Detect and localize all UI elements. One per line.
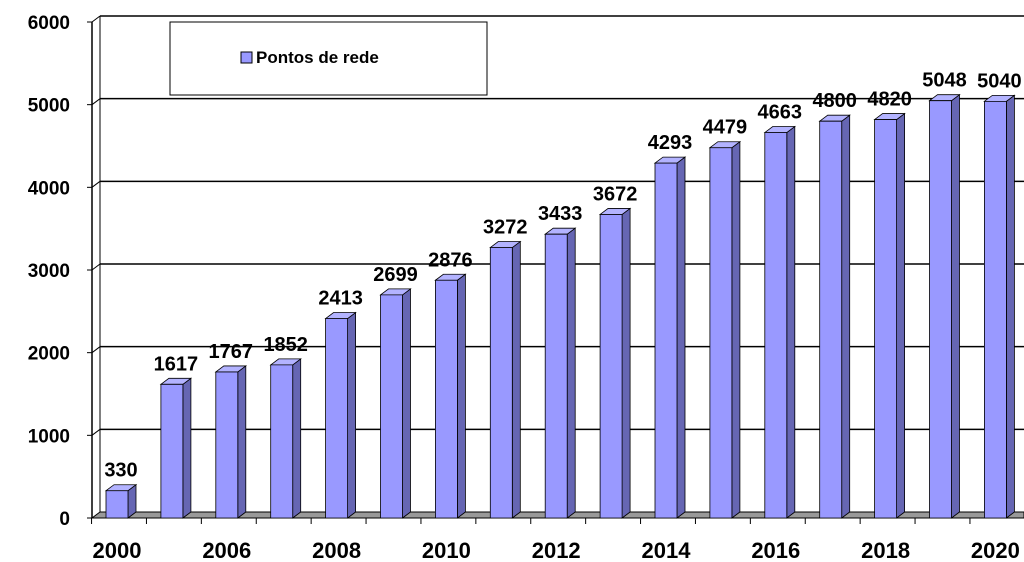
bar-face: [896, 112, 905, 519]
y-tick-label: 0: [59, 509, 70, 530]
bar-face: [676, 156, 686, 519]
bar-face: [160, 383, 184, 519]
data-label: 5040: [977, 70, 1022, 92]
x-tick-label: 2014: [642, 538, 692, 562]
x-tick-label: 2020: [971, 538, 1020, 562]
data-label: 1617: [154, 353, 199, 375]
bar: [763, 125, 796, 519]
bar-face: [292, 358, 302, 519]
data-label: 2699: [373, 264, 418, 286]
bar-face: [105, 490, 129, 519]
data-label: 3272: [483, 217, 528, 239]
grid-line: [91, 98, 101, 106]
bar: [653, 156, 687, 519]
bar-face: [237, 365, 247, 519]
grid-line: [91, 346, 101, 354]
legend-label: Pontos de rede: [256, 48, 379, 67]
data-label: 3433: [538, 203, 583, 225]
bar-face: [984, 100, 1007, 519]
bar: [269, 358, 302, 519]
bar: [544, 227, 577, 519]
bar: [379, 288, 412, 519]
bar: [928, 93, 961, 519]
bar-face: [764, 132, 788, 519]
bar-face: [434, 279, 458, 519]
data-label: 2413: [318, 288, 363, 310]
bar: [873, 112, 906, 519]
bar: [598, 207, 632, 519]
bar-face: [1006, 94, 1015, 519]
grid-line: [91, 428, 101, 436]
bar-face: [566, 227, 576, 519]
x-tick-label: 2018: [861, 538, 910, 562]
bar: [159, 377, 193, 519]
bar: [818, 114, 851, 519]
bar: [489, 240, 522, 519]
x-tick-label: 2008: [312, 538, 361, 562]
y-tick-label: 6000: [28, 13, 70, 34]
data-label: 1852: [263, 334, 308, 356]
bar-face: [929, 100, 952, 519]
bar-face: [182, 377, 192, 519]
bar-face: [786, 125, 796, 519]
x-tick-label: 2000: [93, 538, 142, 562]
bar-face: [325, 318, 349, 519]
legend-swatch: [240, 51, 253, 64]
bar: [214, 365, 248, 519]
bar: [434, 273, 467, 519]
y-tick-label: 4000: [28, 178, 70, 199]
bar-face: [951, 93, 960, 519]
y-tick-label: 2000: [28, 344, 70, 365]
bar: [324, 311, 357, 519]
data-label: 4663: [758, 102, 803, 124]
y-tick-label: 5000: [28, 96, 70, 117]
bar: [983, 94, 1016, 519]
bar-face: [402, 288, 411, 519]
bar-face: [489, 247, 513, 519]
data-label: 4820: [867, 89, 912, 111]
bar-face: [215, 371, 239, 519]
x-tick-label: 2006: [202, 538, 251, 562]
grid-line: [91, 180, 101, 188]
data-label: 4800: [812, 90, 857, 112]
data-label: 3672: [593, 183, 638, 205]
bar-face: [347, 311, 357, 519]
bar-face: [731, 140, 741, 519]
data-label: 5048: [922, 70, 967, 92]
y-tick-label: 3000: [28, 261, 70, 282]
x-tick-label: 2012: [532, 538, 581, 562]
bar: [708, 140, 742, 519]
data-label: 330: [104, 460, 137, 482]
x-tick-label: 2016: [751, 538, 800, 562]
bar-face: [380, 294, 403, 519]
bar-face: [456, 273, 466, 519]
bar-face: [874, 119, 897, 519]
grid-line: [91, 15, 101, 23]
bar-face: [654, 162, 678, 519]
bar-face: [599, 214, 623, 519]
grid-line: [91, 263, 101, 271]
y-tick-label: 1000: [28, 426, 70, 447]
bar-face: [841, 114, 851, 519]
bar-face: [270, 364, 294, 519]
bar-face: [544, 233, 568, 519]
bar: [104, 483, 138, 519]
x-tick-label: 2010: [422, 538, 471, 562]
data-label: 4293: [648, 132, 693, 154]
bar-face: [819, 120, 843, 519]
bar-face: [621, 207, 631, 519]
bar-face: [709, 147, 733, 519]
data-label: 4479: [703, 117, 748, 139]
legend-box: [169, 21, 488, 96]
data-label: 2876: [428, 249, 473, 271]
data-label: 1767: [209, 341, 254, 363]
bar-face: [511, 240, 521, 519]
